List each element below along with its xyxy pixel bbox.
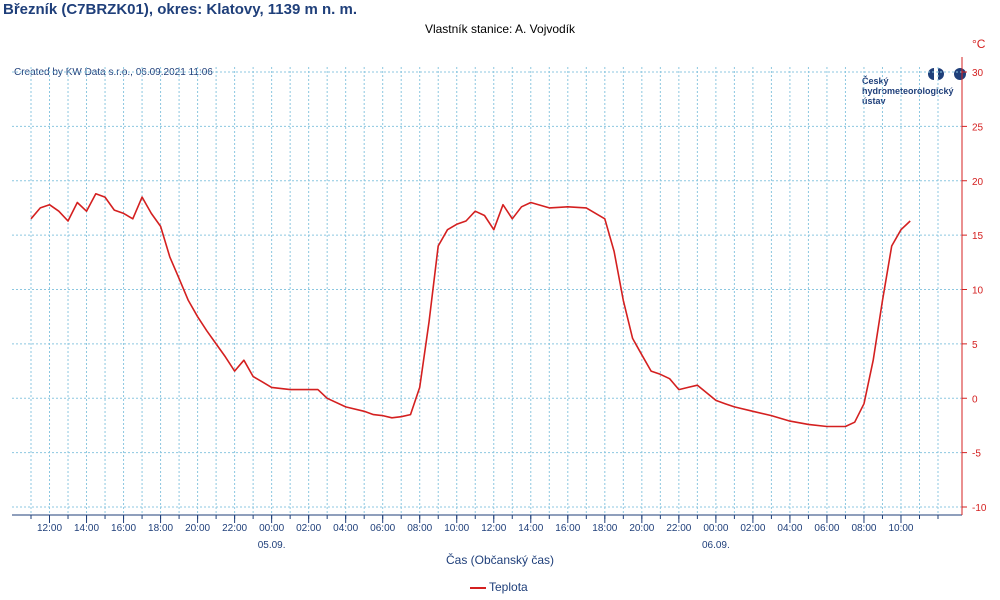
x-tick-label: 10:00 xyxy=(888,523,913,534)
x-tick-label: 20:00 xyxy=(185,523,210,534)
x-tick-label: 22:00 xyxy=(666,523,691,534)
x-tick-label: 22:00 xyxy=(222,523,247,534)
x-tick-label: 04:00 xyxy=(333,523,358,534)
chmi-logo-text: Český hydrometeorologický ústav xyxy=(862,76,954,106)
x-tick-label: 20:00 xyxy=(629,523,654,534)
page-title: Březník (C7BRZK01), okres: Klatovy, 1139… xyxy=(3,1,358,18)
x-date-label: 05.09. xyxy=(258,540,286,551)
x-tick-label: 16:00 xyxy=(555,523,580,534)
x-tick-label: 18:00 xyxy=(592,523,617,534)
y-tick-label: 25 xyxy=(972,122,984,133)
x-tick-label: 02:00 xyxy=(740,523,765,534)
legend-label-teplota: Teplota xyxy=(489,580,528,594)
y-tick-label: 5 xyxy=(972,340,978,351)
x-tick-label: 06:00 xyxy=(814,523,839,534)
x-tick-label: 06:00 xyxy=(370,523,395,534)
x-tick-label: 02:00 xyxy=(296,523,321,534)
y-axis-unit-label: °C xyxy=(972,37,986,51)
y-tick-label: 10 xyxy=(972,286,984,297)
x-tick-label: 04:00 xyxy=(777,523,802,534)
chmi-logo-line: hydrometeorologický xyxy=(862,86,954,96)
x-tick-label: 12:00 xyxy=(481,523,506,534)
x-tick-label: 14:00 xyxy=(74,523,99,534)
chmi-logo-line: ústav xyxy=(862,96,886,106)
y-tick-label: 15 xyxy=(972,231,984,242)
series-line-teplota xyxy=(30,193,911,428)
legend-swatch xyxy=(470,586,486,589)
y-tick-label: 0 xyxy=(972,394,978,405)
chart-legend[interactable]: Teplota xyxy=(470,580,528,594)
x-axis-title: Čas (Občanský čas) xyxy=(445,553,555,567)
chmi-logo-line: Český xyxy=(862,76,889,86)
x-date-label: 06.09. xyxy=(702,540,730,551)
x-tick-label: 08:00 xyxy=(407,523,432,534)
chart-series xyxy=(30,193,911,428)
chmi-logo-icon xyxy=(928,68,966,80)
x-tick-label: 10:00 xyxy=(444,523,469,534)
y-tick-label: -5 xyxy=(972,449,981,460)
x-tick-label: 00:00 xyxy=(703,523,728,534)
x-tick-label: 16:00 xyxy=(111,523,136,534)
station-owner-subtitle: Vlastník stanice: A. Vojvodík xyxy=(424,22,576,36)
chart-axes: -10 -5 0 5 10 15 20 25 30 12:00 14:00 16:00 18:00 20:… xyxy=(12,57,987,551)
y-tick-label: 30 xyxy=(972,68,984,79)
chart-grid xyxy=(12,67,962,515)
x-tick-label: 08:00 xyxy=(851,523,876,534)
x-tick-label: 14:00 xyxy=(518,523,543,534)
x-tick-label: 18:00 xyxy=(148,523,173,534)
y-tick-label: 20 xyxy=(972,177,984,188)
y-tick-label: -10 xyxy=(972,503,987,514)
x-tick-label: 12:00 xyxy=(37,523,62,534)
x-tick-label: 00:00 xyxy=(259,523,284,534)
